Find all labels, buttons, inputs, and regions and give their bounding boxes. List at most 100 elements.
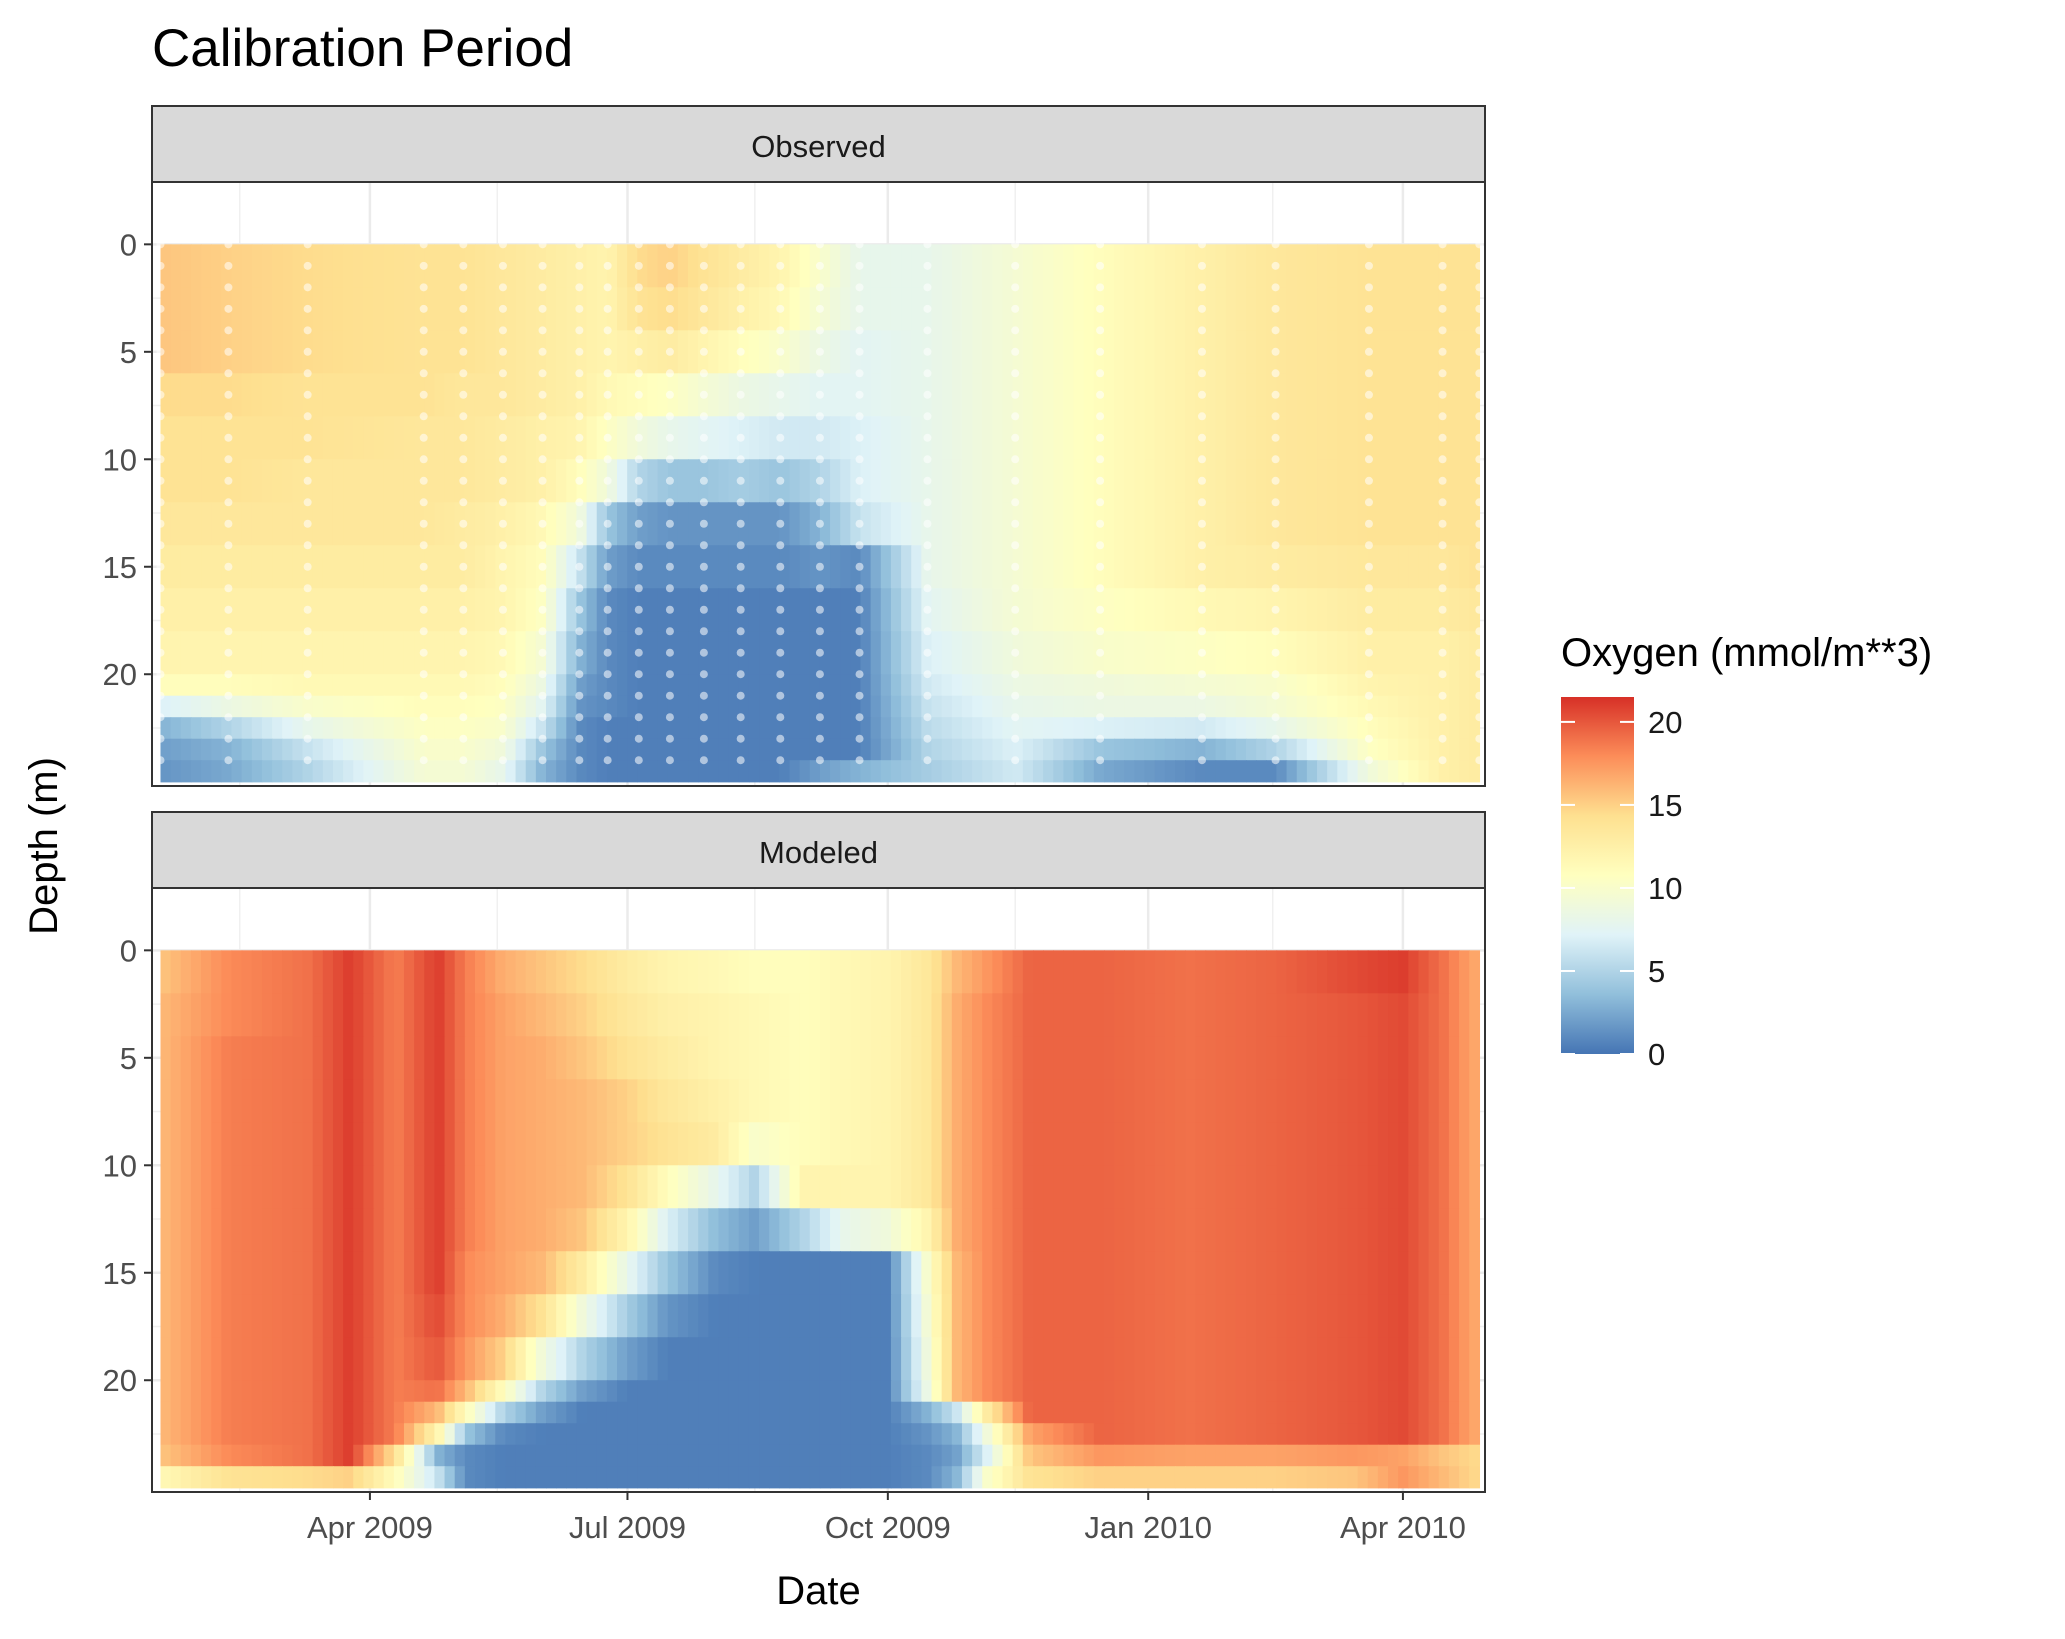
heatmap-cell [464,1251,476,1295]
heatmap-cell [596,674,608,697]
heatmap-cell [403,717,415,740]
heatmap-cell [1144,717,1156,740]
observation-point [634,734,643,743]
heatmap-cell [373,760,385,783]
heatmap-cell [1377,287,1389,332]
heatmap-cell [474,1337,486,1381]
observation-point [1475,541,1484,550]
heatmap-cell [819,545,831,589]
heatmap-cell [860,674,872,697]
heatmap-cell [1246,1444,1257,1467]
observation-point [634,412,643,421]
heatmap-cell [1195,1444,1207,1467]
heatmap-cell [190,1423,202,1446]
heatmap-cell [1144,1251,1156,1295]
heatmap-cell [1327,502,1338,546]
heatmap-cell [322,1294,334,1338]
heatmap-cell [627,330,638,374]
heatmap-cell [302,1466,314,1489]
heatmap-cell [911,1401,923,1424]
heatmap-cell [890,631,902,675]
observation-point [419,304,428,313]
observation-point [156,498,165,507]
heatmap-cell [535,950,547,995]
heatmap-cell [454,1337,466,1381]
heatmap-cell [353,993,365,1038]
heatmap-cell [272,1466,283,1489]
heatmap-cell [1164,545,1176,589]
heatmap-cell [1357,287,1369,332]
heatmap-cell [424,950,436,995]
heatmap-cell [1114,502,1125,546]
heatmap-cell [1215,244,1227,289]
observation-point [699,519,708,528]
heatmap-cell [992,1401,1004,1424]
observation-point [1364,584,1373,593]
heatmap-cell [667,1122,679,1166]
heatmap-cell [485,502,496,546]
heatmap-cell [606,588,618,632]
observation-point [1364,455,1373,464]
heatmap-cell [992,695,1004,718]
heatmap-cell [1093,1423,1105,1446]
heatmap-cell [1164,373,1176,417]
heatmap-cell [1469,588,1481,632]
heatmap-cell [393,545,405,589]
heatmap-cell [880,416,892,460]
heatmap-cell [353,1423,365,1446]
observation-point [303,541,312,550]
heatmap-cell [748,416,760,460]
heatmap-cell [434,244,446,289]
heatmap-cell [1103,1122,1115,1166]
observation-point [1364,498,1373,507]
heatmap-cell [677,330,689,374]
heatmap-cell [576,674,588,697]
heatmap-cell [444,993,456,1038]
heatmap-cell [759,1423,770,1446]
heatmap-cell [606,760,618,783]
heatmap-cell [931,1122,943,1166]
observation-point [603,326,612,335]
heatmap-cell [1296,993,1308,1038]
observation-point [699,347,708,356]
heatmap-cell [454,738,466,761]
heatmap-cell [1043,1444,1054,1467]
heatmap-cell [180,1208,192,1252]
heatmap-cell [1083,373,1095,417]
observation-point [736,562,745,571]
heatmap-cell [951,1337,963,1381]
observation-point [156,412,165,421]
heatmap-cell [474,738,486,761]
heatmap-cell [1022,717,1034,740]
heatmap-cell [1377,545,1389,589]
heatmap-cell [221,760,233,783]
heatmap-cell [1032,416,1044,460]
observation-point [303,304,312,313]
heatmap-cell [1103,1251,1115,1295]
heatmap-cell [1286,244,1298,289]
observation-point [634,627,643,636]
heatmap-cell [738,1423,750,1446]
heatmap-cell [302,717,314,740]
heatmap-cell [1154,1380,1166,1403]
heatmap-cell [677,674,689,697]
heatmap-cell [647,760,659,783]
heatmap-cell [627,1208,638,1252]
heatmap-cell [890,1208,902,1252]
heatmap-cell [515,1401,527,1424]
heatmap-cell [961,631,973,675]
heatmap-cell [363,1337,375,1381]
heatmap-cell [982,950,994,995]
heatmap-cell [728,674,740,697]
heatmap-cell [728,631,740,675]
heatmap-cell [474,717,486,740]
observation-point [1096,455,1105,464]
heatmap-cell [1053,1423,1065,1446]
heatmap-cell [698,1208,710,1252]
heatmap-cell [1043,1122,1054,1166]
heatmap-cell [393,631,405,675]
heatmap-cell [830,287,841,332]
heatmap-cell [505,738,517,761]
heatmap-cell [170,1444,182,1467]
heatmap-cell [251,330,263,374]
